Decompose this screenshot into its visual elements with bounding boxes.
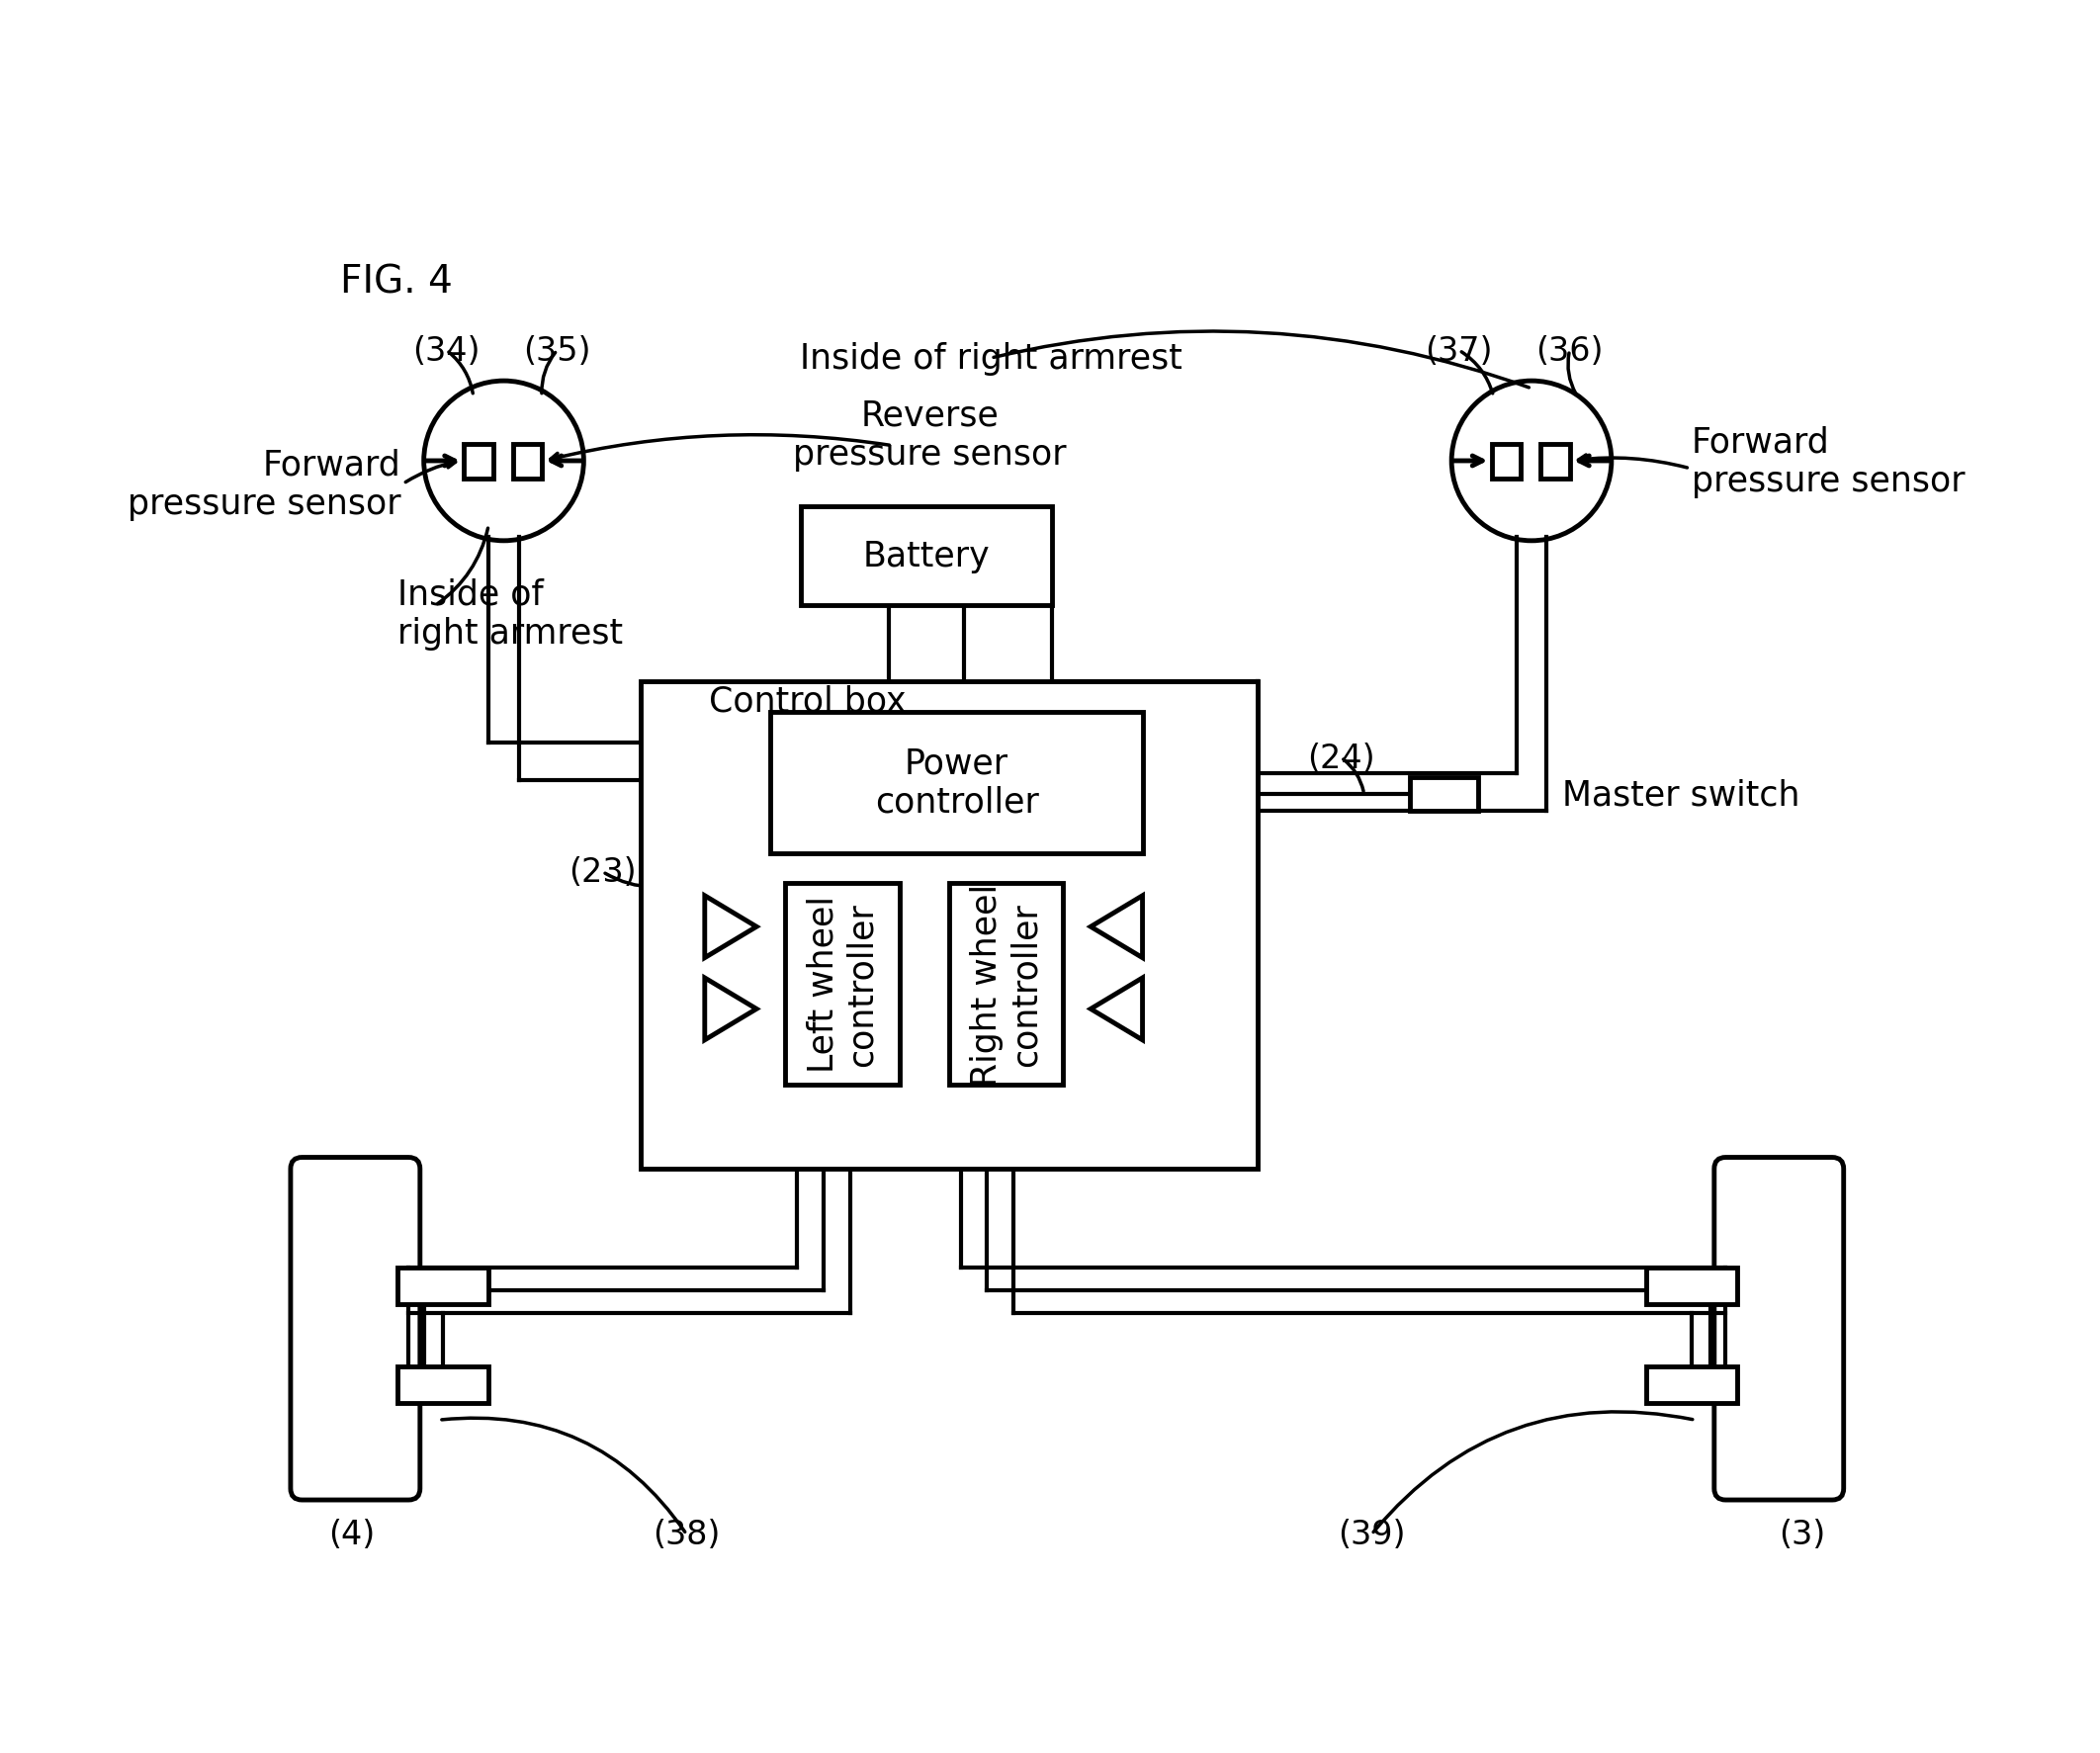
Text: Forward
pressure sensor: Forward pressure sensor — [128, 449, 401, 521]
Text: Power
controller: Power controller — [876, 747, 1040, 819]
Bar — [640, 682, 1258, 1169]
Text: Battery: Battery — [863, 540, 989, 573]
Bar — [785, 884, 899, 1085]
Text: Master switch: Master switch — [1562, 778, 1800, 812]
Bar — [771, 712, 1142, 854]
Bar — [800, 507, 1052, 607]
Bar — [464, 445, 494, 479]
Text: Control box: Control box — [710, 684, 907, 719]
Text: (36): (36) — [1535, 335, 1604, 368]
Text: FIG. 4: FIG. 4 — [340, 263, 452, 302]
Bar — [1409, 777, 1478, 812]
Text: Forward
pressure sensor: Forward pressure sensor — [1691, 426, 1966, 498]
Bar — [1646, 1267, 1737, 1304]
Text: Inside of
right armrest: Inside of right armrest — [397, 577, 624, 650]
Bar — [949, 884, 1063, 1085]
Bar — [397, 1267, 489, 1304]
Text: (24): (24) — [1308, 742, 1376, 775]
Bar — [1646, 1367, 1737, 1404]
Text: (35): (35) — [523, 335, 590, 368]
Text: Left wheel
controller: Left wheel controller — [806, 896, 878, 1073]
Text: (34): (34) — [414, 335, 481, 368]
Text: (23): (23) — [569, 855, 636, 889]
Text: (3): (3) — [1779, 1518, 1825, 1551]
Bar — [397, 1367, 489, 1404]
Bar — [1491, 445, 1520, 479]
Text: (4): (4) — [328, 1518, 376, 1551]
Text: (39): (39) — [1338, 1518, 1405, 1551]
Text: (37): (37) — [1426, 335, 1493, 368]
Bar — [1541, 445, 1569, 479]
Text: Reverse
pressure sensor: Reverse pressure sensor — [794, 398, 1067, 472]
Text: Inside of right armrest: Inside of right armrest — [800, 342, 1182, 375]
Text: Right wheel
controller: Right wheel controller — [970, 884, 1042, 1085]
Text: (38): (38) — [653, 1518, 720, 1551]
Bar — [512, 445, 542, 479]
